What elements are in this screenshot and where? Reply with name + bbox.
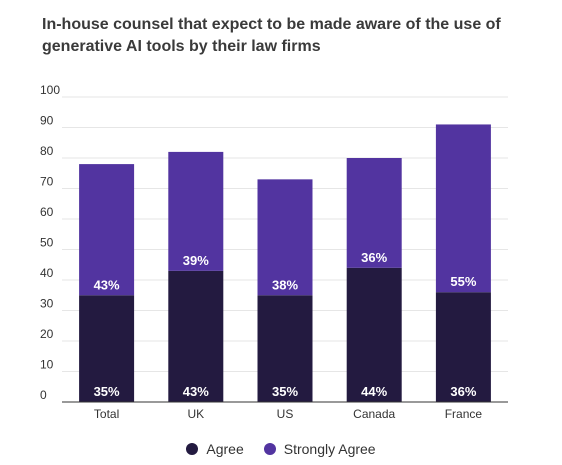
- bar-total-strongly-agree: [79, 164, 135, 296]
- bar-france-strongly-agree: [435, 124, 491, 293]
- legend-item-agree[interactable]: Agree: [186, 441, 244, 457]
- data-label-canada-strongly-agree: 36%: [361, 250, 387, 265]
- data-label-us-agree: 35%: [272, 384, 298, 399]
- legend: Agree Strongly Agree: [0, 441, 562, 457]
- bar-canada-agree: [346, 267, 402, 402]
- bar-uk-agree: [168, 270, 224, 402]
- y-tick-label-100: 100: [40, 83, 60, 97]
- data-label-total-agree: 35%: [94, 384, 120, 399]
- bar-us-agree: [257, 295, 313, 402]
- legend-label-agree: Agree: [206, 441, 244, 457]
- stacked-bar-chart: 0 10 20 30 40 50 60 70 80 90 100 35% 43% Total 43% 39% U…: [40, 83, 508, 421]
- y-tick-label-10: 10: [40, 358, 54, 372]
- data-label-france-strongly-agree: 55%: [450, 274, 476, 289]
- x-tick-label-us: US: [277, 407, 294, 421]
- y-tick-label-0: 0: [40, 388, 47, 402]
- legend-swatch-agree: [186, 443, 199, 455]
- data-label-us-strongly-agree: 38%: [272, 277, 298, 292]
- data-label-uk-strongly-agree: 39%: [183, 253, 209, 268]
- y-tick-label-40: 40: [40, 266, 54, 280]
- legend-swatch-strongly-agree: [263, 443, 276, 455]
- y-tick-label-30: 30: [40, 297, 54, 311]
- bar-canada-strongly-agree: [346, 158, 402, 268]
- y-tick-label-20: 20: [40, 327, 54, 341]
- data-label-uk-agree: 43%: [183, 384, 209, 399]
- bar-uk-strongly-agree: [168, 151, 224, 271]
- data-label-total-strongly-agree: 43%: [94, 277, 120, 292]
- y-tick-label-70: 70: [40, 175, 54, 189]
- y-tick-label-60: 60: [40, 205, 54, 219]
- x-tick-label-canada: Canada: [353, 407, 395, 421]
- chart-title: In-house counsel that expect to be made …: [42, 16, 501, 55]
- y-tick-label-90: 90: [40, 114, 54, 128]
- bar-france-agree: [435, 292, 491, 402]
- bar-us-strongly-agree: [257, 179, 313, 296]
- data-label-canada-agree: 44%: [361, 384, 387, 399]
- legend-item-strongly-agree[interactable]: Strongly Agree: [263, 441, 376, 457]
- y-tick-label-50: 50: [40, 236, 54, 250]
- data-label-france-agree: 36%: [450, 384, 476, 399]
- x-tick-label-total: Total: [94, 407, 119, 421]
- x-tick-label-france: France: [445, 407, 483, 421]
- x-tick-label-uk: UK: [187, 407, 204, 421]
- bar-total-agree: [79, 295, 135, 402]
- legend-label-strongly-agree: Strongly Agree: [283, 441, 376, 457]
- y-tick-label-80: 80: [40, 144, 54, 158]
